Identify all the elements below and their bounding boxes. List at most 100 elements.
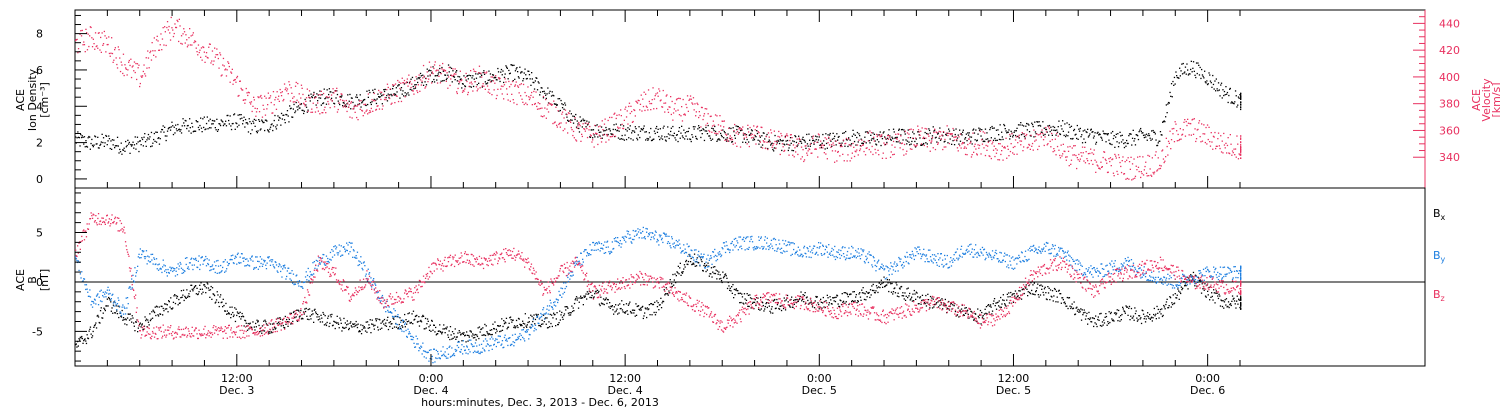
bx-point	[492, 323, 494, 325]
bx-point	[178, 298, 180, 301]
velocity-point	[1154, 154, 1156, 156]
density-point	[1021, 124, 1023, 126]
velocity-point	[1026, 133, 1028, 136]
velocity-point	[154, 50, 156, 52]
density-point	[508, 73, 511, 75]
bx-point	[1036, 287, 1038, 289]
density-point	[356, 96, 358, 99]
bx-point	[772, 300, 775, 302]
density-point	[385, 97, 387, 99]
velocity-point	[250, 101, 253, 103]
velocity-point	[659, 100, 661, 102]
density-point	[505, 65, 507, 67]
bx-point	[332, 324, 334, 326]
velocity-point	[379, 91, 381, 93]
density-point	[845, 130, 847, 133]
velocity-point	[472, 68, 475, 70]
density-point	[415, 84, 417, 86]
velocity-point	[347, 102, 349, 104]
bx-point	[1171, 302, 1173, 304]
velocity-point	[614, 135, 617, 137]
velocity-point	[764, 141, 766, 143]
velocity-point	[637, 99, 639, 101]
density-point	[841, 142, 843, 144]
density-point	[1052, 125, 1054, 128]
bx-point	[921, 294, 924, 296]
density-point	[972, 129, 974, 131]
velocity-point	[445, 80, 447, 82]
bx-point	[261, 332, 263, 334]
density-point	[1125, 145, 1127, 147]
bx-point	[789, 306, 791, 308]
velocity-point	[458, 81, 461, 83]
bx-point	[443, 328, 446, 330]
bx-point	[841, 293, 843, 295]
density-point	[1224, 94, 1226, 96]
velocity-point	[317, 110, 319, 112]
velocity-point	[333, 92, 335, 94]
bx-point	[264, 319, 266, 321]
density-point	[672, 135, 675, 137]
velocity-point	[258, 111, 261, 113]
velocity-point	[912, 129, 914, 131]
bx-point	[586, 291, 588, 293]
bx-point	[888, 290, 890, 293]
density-point	[83, 136, 86, 138]
bx-point	[1207, 290, 1209, 292]
density-point	[450, 67, 453, 69]
bx-point	[776, 298, 778, 301]
density-point	[132, 141, 134, 143]
bx-point	[1097, 316, 1099, 318]
bx-point	[537, 313, 539, 316]
velocity-point	[831, 144, 833, 146]
bx-point	[437, 330, 439, 332]
bx-point	[368, 324, 370, 326]
velocity-point	[99, 49, 101, 51]
bx-point	[555, 325, 557, 327]
density-point	[749, 134, 751, 136]
density-point	[300, 103, 303, 105]
velocity-point	[830, 146, 832, 148]
density-point	[1186, 63, 1188, 65]
density-point	[325, 103, 328, 105]
velocity-point	[1063, 150, 1065, 152]
bx-point	[298, 316, 301, 318]
bx-point	[517, 317, 520, 320]
bx-point	[222, 298, 224, 300]
density-point	[1062, 120, 1064, 122]
velocity-point	[1123, 173, 1126, 175]
velocity-point	[786, 133, 788, 135]
density-point	[442, 70, 444, 72]
bottom-series-group	[75, 212, 1425, 364]
velocity-point	[1085, 151, 1087, 153]
density-point	[275, 126, 277, 128]
density-point	[106, 144, 108, 146]
bx-point	[222, 306, 224, 308]
density-point	[1225, 86, 1227, 88]
density-point	[292, 116, 294, 118]
bx-point	[864, 293, 866, 295]
velocity-point	[561, 111, 564, 113]
bx-point	[853, 300, 855, 302]
bx-point	[1077, 308, 1079, 311]
density-point	[96, 143, 98, 145]
bx-point	[482, 334, 485, 336]
velocity-point	[223, 65, 225, 67]
velocity-point	[736, 130, 739, 133]
density-point	[225, 120, 227, 122]
velocity-point	[279, 88, 281, 91]
density-tick-label: 4	[36, 100, 43, 113]
bx-point	[313, 309, 315, 311]
density-point	[250, 122, 253, 125]
velocity-point	[189, 44, 191, 46]
density-point	[342, 105, 344, 107]
velocity-point	[1231, 154, 1233, 156]
density-point	[912, 137, 914, 140]
density-point	[578, 127, 580, 130]
density-point	[366, 90, 368, 92]
density-point	[826, 147, 828, 149]
density-point	[610, 133, 612, 135]
bx-point	[79, 336, 81, 338]
density-point	[850, 143, 853, 145]
